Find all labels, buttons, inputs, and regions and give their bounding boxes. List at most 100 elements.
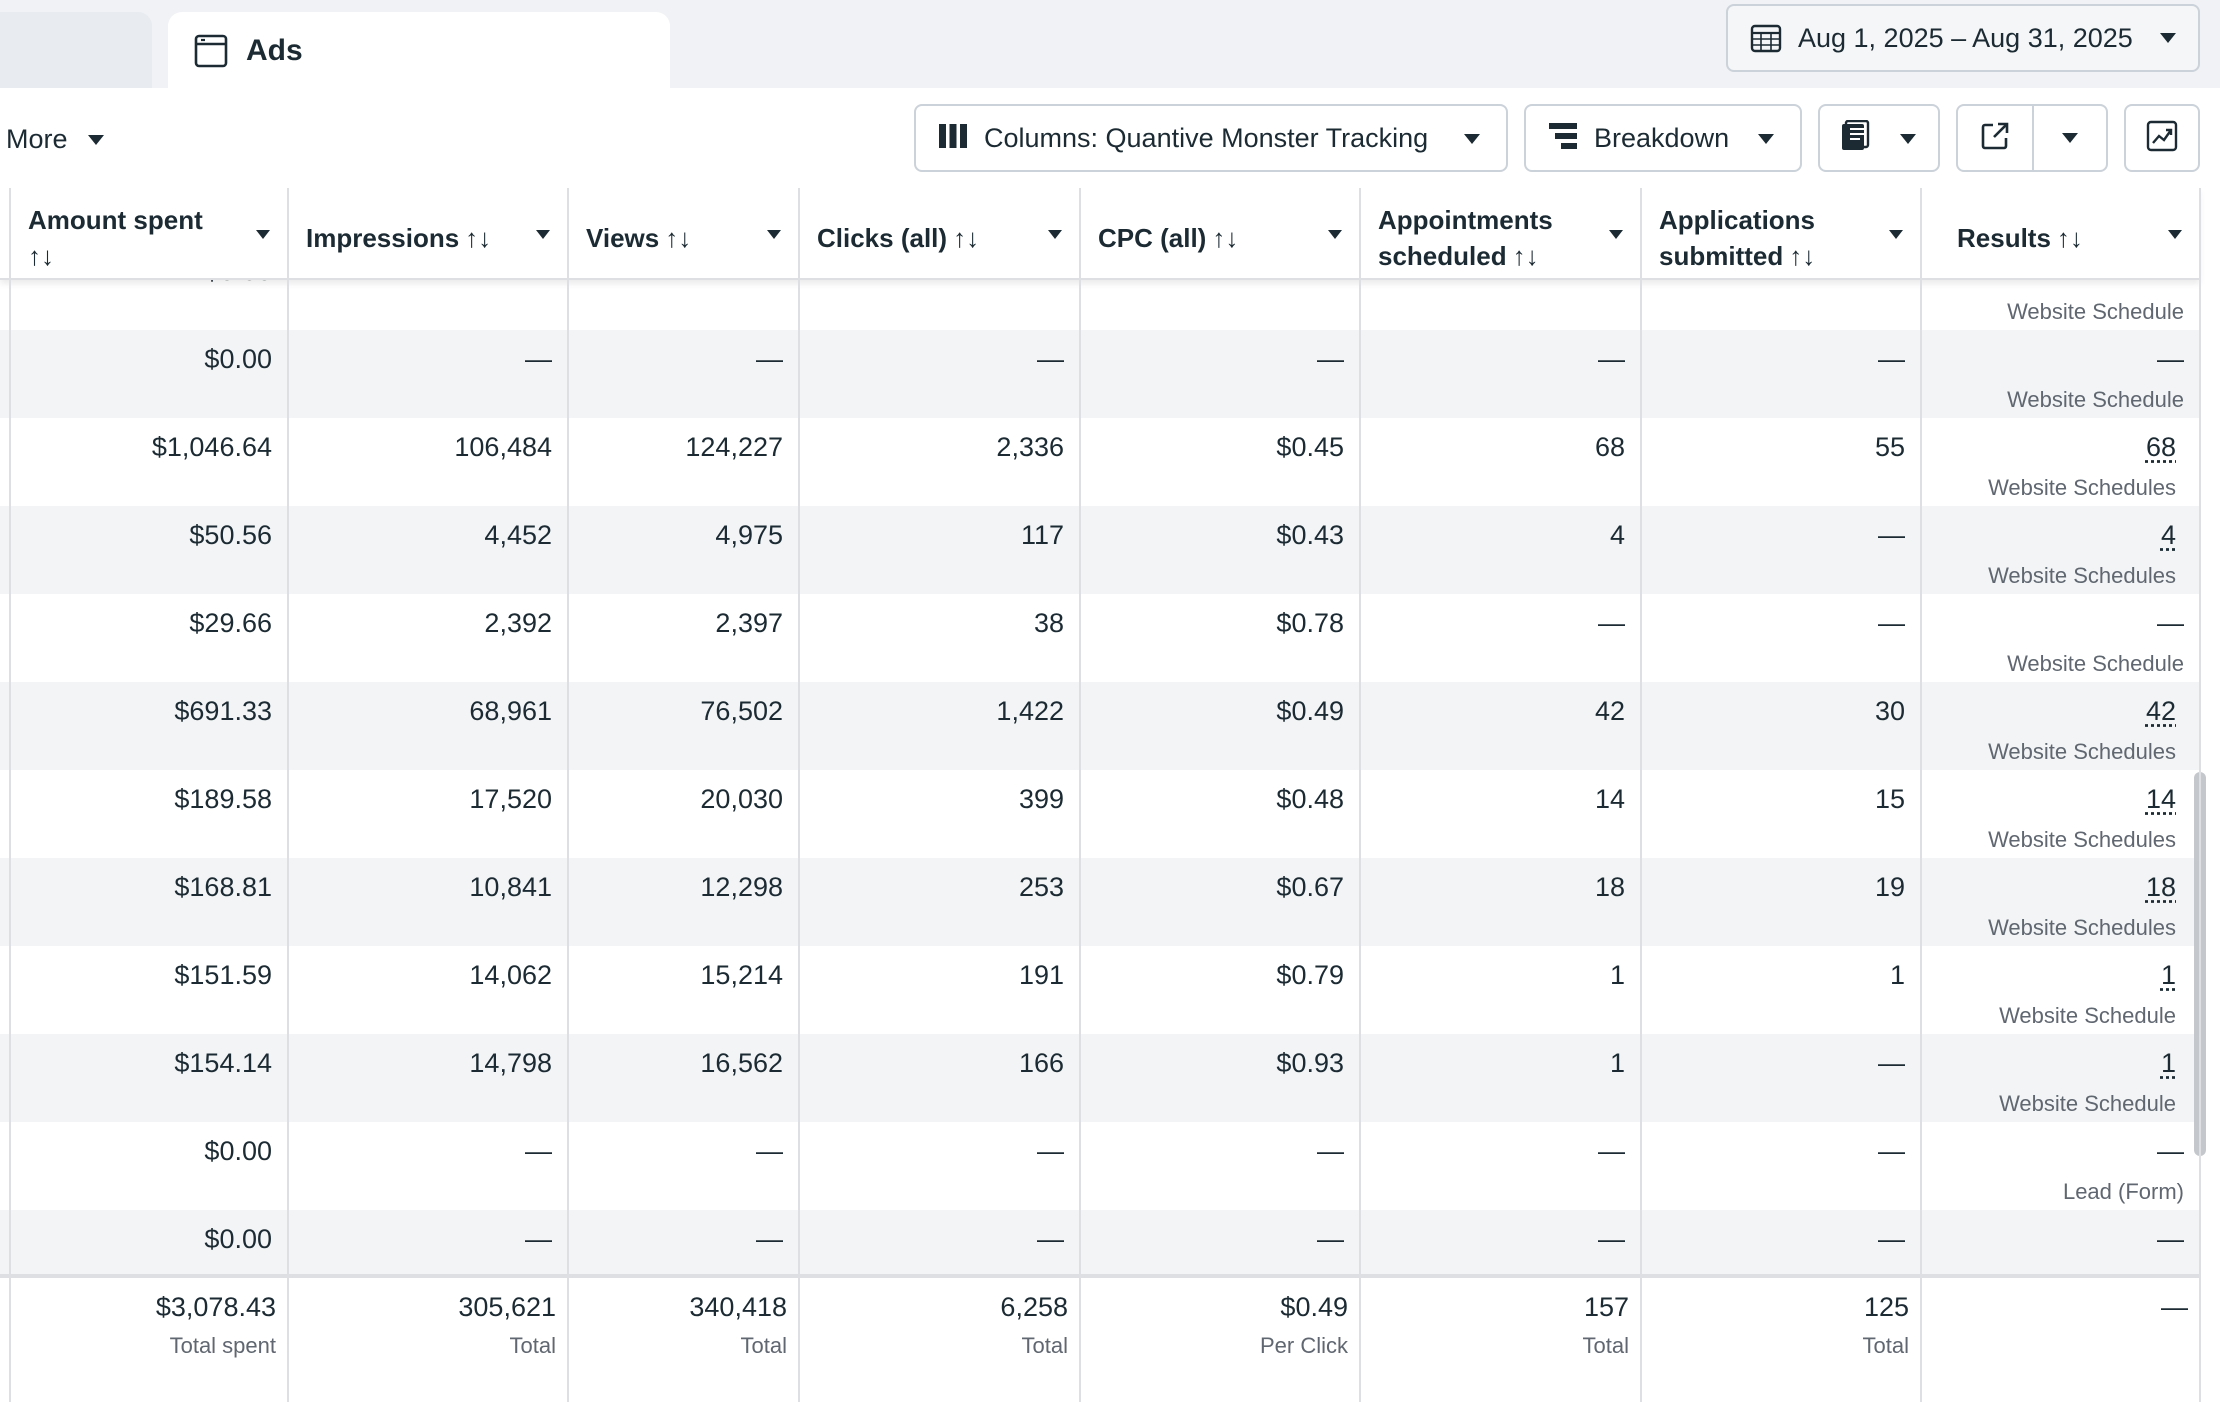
result-value: —	[2157, 344, 2184, 374]
reports-icon	[1840, 119, 1872, 157]
breakdown-button[interactable]: Breakdown	[1524, 104, 1802, 172]
table-cell: 16,562	[700, 1048, 783, 1078]
table-cell: 4,975	[715, 520, 783, 550]
table-cell: 30	[1874, 696, 1905, 726]
sort-icon[interactable]: ↑↓	[1512, 241, 1539, 271]
result-value[interactable]: 14	[2145, 784, 2176, 814]
table-cell: 68,961	[469, 696, 552, 726]
table-cell: —	[1641, 280, 1905, 330]
chevron-down-icon[interactable]	[1889, 230, 1903, 239]
sort-icon[interactable]: ↑↓	[953, 223, 980, 253]
table-cell: —	[1037, 344, 1064, 374]
sort-icon[interactable]: ↑↓	[1212, 223, 1239, 253]
table-cell: 14 Website Schedules	[1921, 770, 2176, 858]
total-value: 305,621	[458, 1292, 556, 1322]
table-row[interactable]: $50.56 4,452 4,975 117 $0.43 4 — 4 Website Sched…	[0, 506, 2200, 594]
result-type-label: Website Schedules	[1988, 915, 2176, 940]
sort-icon[interactable]: ↑↓	[28, 241, 54, 271]
chevron-down-icon[interactable]	[1328, 230, 1342, 239]
table-cell: 76,502	[700, 696, 783, 726]
column-header[interactable]: Clicks (all) ↑↓	[799, 188, 1080, 278]
table-cell: —	[756, 1136, 783, 1166]
result-value[interactable]: 1	[2160, 1048, 2176, 1078]
calendar-icon	[1750, 22, 1782, 54]
sort-icon[interactable]: ↑↓	[2056, 223, 2083, 253]
table-cell: $0.67	[1276, 872, 1344, 902]
result-type-label: Website Schedules	[1988, 563, 2176, 588]
reports-button[interactable]	[1818, 104, 1940, 172]
table-cell: 20,030	[700, 784, 783, 814]
total-label: Total spent	[169, 1333, 276, 1358]
tab-previous[interactable]	[0, 12, 152, 88]
column-header-label: Applications	[1659, 205, 1816, 235]
table-cell: 1 Website Schedule	[1921, 946, 2176, 1034]
chevron-down-icon[interactable]	[256, 230, 270, 239]
table-cell: 4	[1609, 520, 1625, 550]
table-row[interactable]: $0.00 — — — — — — — Website Schedule	[0, 330, 2200, 418]
table-row[interactable]: $0.00 — — — — — — — Lead (Form)	[0, 1122, 2200, 1210]
more-menu-button[interactable]: More	[6, 124, 104, 155]
chevron-down-icon[interactable]	[2168, 230, 2182, 239]
tab-ads[interactable]: Ads	[168, 12, 670, 90]
chevron-down-icon[interactable]	[1609, 230, 1623, 239]
table-cell: —	[1598, 608, 1625, 638]
column-header[interactable]: Views ↑↓	[568, 188, 799, 278]
table-cell: $168.81	[174, 872, 272, 902]
column-divider	[567, 188, 569, 1402]
result-value: —	[2157, 280, 2184, 286]
toolbar: More Columns: Quantive Monster Tracking …	[0, 88, 2220, 188]
column-header-label: scheduled	[1378, 241, 1507, 271]
table-cell: 18 Website Schedules	[1921, 858, 2176, 946]
table-row[interactable]: $151.59 14,062 15,214 191 $0.79 1 1 1 Website Sc…	[0, 946, 2200, 1034]
sort-icon[interactable]: ↑↓	[1789, 241, 1816, 271]
table-row[interactable]: $189.58 17,520 20,030 399 $0.48 14 15 14 Website…	[0, 770, 2200, 858]
export-dropdown-button[interactable]	[2032, 106, 2106, 170]
table-row[interactable]: $0.00 — — — — — — — Website Schedule	[0, 280, 2200, 330]
export-button[interactable]	[1958, 106, 2032, 170]
sort-icon[interactable]: ↑↓	[465, 223, 492, 253]
totals-row: $3,078.43 Total spent 305,621 Total 340,418 T…	[0, 1274, 2200, 1402]
table-row[interactable]: $29.66 2,392 2,397 38 $0.78 — — — Website Schedu…	[0, 594, 2200, 682]
chevron-down-icon[interactable]	[1048, 230, 1062, 239]
result-value[interactable]: 1	[2160, 960, 2176, 990]
chevron-down-icon	[1900, 134, 1916, 144]
column-header[interactable]: CPC (all) ↑↓	[1080, 188, 1360, 278]
table-row[interactable]: $168.81 10,841 12,298 253 $0.67 18 19 18 Website…	[0, 858, 2200, 946]
column-header[interactable]: Impressions ↑↓	[288, 188, 568, 278]
table-body: $0.00———————Website Schedule$0.00———————…	[0, 280, 2200, 1310]
column-header-label: Amount spent	[28, 205, 203, 235]
column-header[interactable]: Amount spent ↑↓	[10, 188, 288, 278]
chevron-down-icon[interactable]	[767, 230, 781, 239]
table-cell: $29.66	[189, 608, 272, 638]
column-header[interactable]: Appointments scheduled ↑↓	[1360, 188, 1641, 278]
table-cell: —	[525, 1224, 552, 1254]
total-cell: 305,621 Total	[288, 1292, 556, 1359]
table-cell: 166	[1018, 1048, 1064, 1078]
table-row[interactable]: $1,046.64 106,484 124,227 2,336 $0.45 68 55 68 W…	[0, 418, 2200, 506]
table-row[interactable]: $154.14 14,798 16,562 166 $0.93 1 — 1 Website Sc…	[0, 1034, 2200, 1122]
column-header[interactable]: Results ↑↓	[1921, 188, 2200, 278]
result-value[interactable]: 42	[2145, 696, 2176, 726]
table-cell: 253	[1018, 872, 1064, 902]
result-type-label: Website Schedule	[2007, 651, 2184, 676]
table-cell: —	[1878, 1224, 1905, 1254]
table-cell: —	[1317, 1136, 1344, 1166]
sort-icon[interactable]: ↑↓	[665, 223, 692, 253]
column-header-label: Results	[1957, 223, 2051, 253]
table-cell: 12,298	[700, 872, 783, 902]
table-row[interactable]: $691.33 68,961 76,502 1,422 $0.49 42 30 42 Websi…	[0, 682, 2200, 770]
columns-button[interactable]: Columns: Quantive Monster Tracking	[914, 104, 1508, 172]
table-cell: $0.43	[1276, 520, 1344, 550]
result-value[interactable]: 68	[2145, 432, 2176, 462]
total-cell: $0.49 Per Click	[1080, 1292, 1348, 1359]
view-charts-button[interactable]	[2124, 104, 2200, 172]
date-range-picker[interactable]: Aug 1, 2025 – Aug 31, 2025	[1726, 4, 2200, 72]
table-cell: $0.00	[204, 1136, 272, 1166]
result-value[interactable]: 18	[2145, 872, 2176, 902]
table-cell: $154.14	[174, 1048, 272, 1078]
table-cell: 19	[1874, 872, 1905, 902]
result-value[interactable]: 4	[2160, 520, 2176, 550]
chevron-down-icon[interactable]	[536, 230, 550, 239]
column-header[interactable]: Applications submitted ↑↓	[1641, 188, 1921, 278]
table-cell: —	[1878, 520, 1905, 550]
